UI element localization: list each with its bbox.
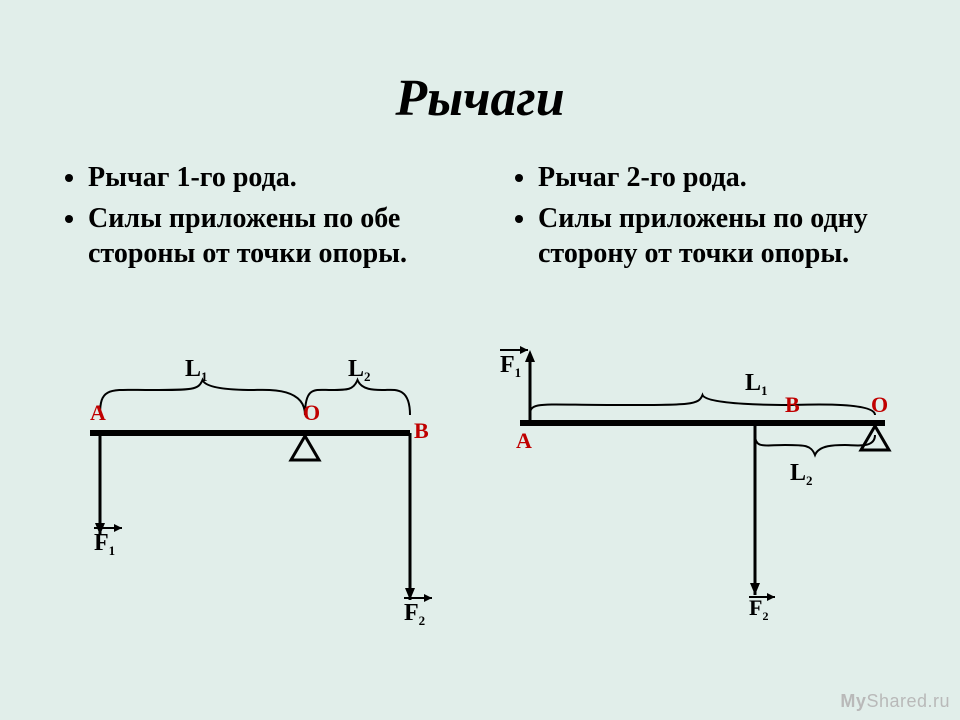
- watermark-my: My: [840, 691, 866, 711]
- page-title: Рычаги: [0, 69, 960, 128]
- svg-text:F1: F1: [94, 530, 115, 558]
- title-text: Рычаги: [395, 70, 564, 127]
- lever-first-kind-svg: А О В L1 L2 F1 F2: [70, 340, 450, 660]
- left-bullet-list: Рычаг 1-го рода. Силы приложены по обе с…: [60, 160, 480, 271]
- svg-text:L2: L2: [790, 460, 813, 488]
- svg-text:F1: F1: [500, 352, 521, 380]
- left-column: Рычаг 1-го рода. Силы приложены по обе с…: [60, 160, 480, 277]
- svg-text:О: О: [303, 400, 320, 425]
- right-column: Рычаг 2-го рода. Силы приложены по одну …: [510, 160, 930, 277]
- watermark-ru: .ru: [927, 691, 950, 711]
- slide: Рычаги Рычаг 1-го рода. Силы приложены п…: [0, 0, 960, 720]
- svg-text:L1: L1: [185, 356, 208, 384]
- lever-first-kind-diagram: А О В L1 L2 F1 F2: [70, 340, 450, 660]
- svg-text:В: В: [785, 392, 800, 417]
- lever-second-kind-diagram: L1 L2 А В О F1 F2: [490, 340, 910, 660]
- lever-second-kind-svg: L1 L2 А В О F1 F2: [490, 340, 910, 660]
- watermark-shared: Shared: [866, 691, 927, 711]
- list-item: Силы приложены по обе стороны от точки о…: [88, 201, 480, 271]
- svg-text:В: В: [414, 418, 429, 443]
- list-item: Силы приложены по одну сторону от точки …: [538, 201, 930, 271]
- svg-text:F2: F2: [749, 595, 768, 623]
- svg-text:F2: F2: [404, 600, 425, 628]
- watermark: MyShared.ru: [840, 691, 950, 712]
- list-item: Рычаг 1-го рода.: [88, 160, 480, 195]
- svg-text:А: А: [516, 428, 532, 453]
- svg-text:О: О: [871, 392, 888, 417]
- svg-text:L2: L2: [348, 356, 371, 384]
- list-item: Рычаг 2-го рода.: [538, 160, 930, 195]
- right-bullet-list: Рычаг 2-го рода. Силы приложены по одну …: [510, 160, 930, 271]
- svg-text:L1: L1: [745, 370, 768, 398]
- svg-text:А: А: [90, 400, 106, 425]
